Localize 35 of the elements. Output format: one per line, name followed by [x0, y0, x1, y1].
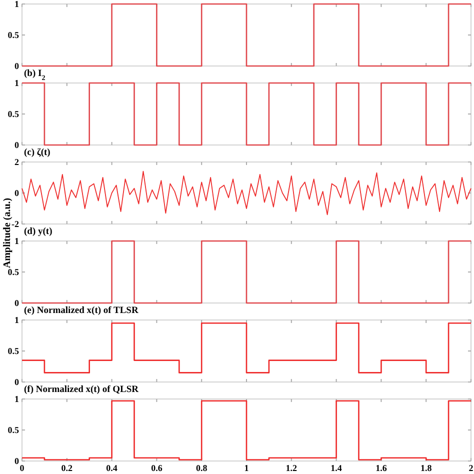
x-tick-label: 0.6 — [151, 463, 163, 473]
chart-title: (c) ζ(t) — [24, 148, 50, 158]
y-tick-label: 0 — [14, 377, 20, 387]
y-tick-label: 2 — [14, 157, 20, 167]
chart-title: (b) I$_{2}$ — [24, 69, 46, 82]
y-tick-label: 0 — [14, 61, 20, 71]
y-tick-label: 1 — [14, 315, 20, 325]
y-tick-label: -2 — [12, 219, 20, 229]
x-tick-label: 1.2 — [286, 463, 298, 473]
x-tick-label: 1.8 — [420, 463, 432, 473]
y-tick-label: 0 — [14, 456, 20, 466]
line-series — [22, 170, 472, 216]
x-tick-label: 2 — [468, 463, 474, 473]
y-tick-label: 0.5 — [8, 267, 20, 277]
y-tick-label: 1 — [14, 236, 20, 246]
y-tick-label: 0.5 — [8, 425, 20, 435]
chart-title: (e) Normalized x(t) of TLSR — [24, 306, 138, 316]
y-tick-label: 1 — [14, 78, 20, 88]
y-tick-label: 0 — [14, 188, 20, 198]
x-tick-label: 1.6 — [376, 463, 388, 473]
y-tick-label: 1 — [14, 0, 20, 9]
y-tick-label: 0.5 — [8, 346, 20, 356]
y-tick-label: 0.5 — [8, 109, 20, 119]
y-tick-label: 1 — [14, 394, 20, 404]
x-tick-label: 0.8 — [196, 463, 208, 473]
chart-title: (f) Normalized x(t) of QLSR — [24, 385, 139, 395]
y-tick-label: 0 — [14, 140, 20, 150]
y-tick-label: 0.5 — [8, 30, 20, 40]
y-axis-title: Amplitude (a.u.) — [2, 198, 13, 268]
x-tick-label: 1 — [244, 463, 250, 473]
chart-title: (d) y(t) — [24, 227, 52, 237]
x-tick-label: 0.4 — [106, 463, 118, 473]
x-tick-label: 0.2 — [61, 463, 74, 473]
x-tick-label: 1.4 — [330, 463, 342, 473]
y-tick-label: 0 — [14, 298, 20, 308]
